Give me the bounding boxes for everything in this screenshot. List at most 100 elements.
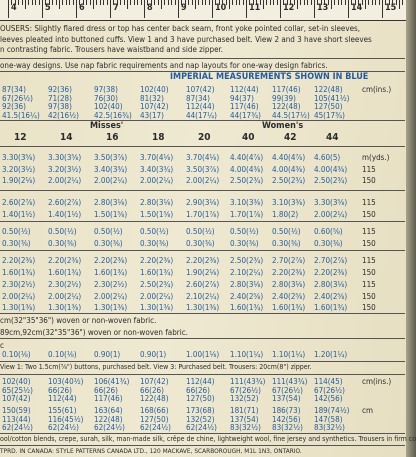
- interfacing-yardage-cell: 1.10(1¼): [230, 350, 264, 359]
- ruler-tick: [388, 0, 390, 5]
- fabric-yardage-cell: 2.20(2⅜): [186, 256, 220, 265]
- ruler-tick: [208, 0, 210, 5]
- fabric-yardage-cell: 0.50(½): [186, 227, 215, 236]
- finished-measurement-cell: 62(24½): [48, 423, 79, 432]
- fabric-yardage-unit: 115: [362, 227, 376, 236]
- finished-measurement-cell: 116(45½): [48, 414, 84, 424]
- rule-line: [0, 250, 405, 251]
- finished-measurement-cell: 66(26): [140, 385, 164, 395]
- ruler-tick: [76, 0, 77, 18]
- description-line: n contrasting fabric. Trousers have wais…: [0, 45, 224, 54]
- fabric-yardage-cell: 0.50(½): [230, 227, 259, 236]
- body-measurement-cell: 102(40): [140, 85, 169, 94]
- ruler-tick: [212, 0, 213, 18]
- size-header: 42: [284, 132, 297, 143]
- interfacing-label: c: [0, 341, 4, 350]
- interfacing-yardage-cell: 0.10(⅛): [2, 350, 31, 359]
- fabric-yardage-cell: 0.30(⅜): [314, 239, 343, 248]
- fabric-yardage-cell: 3.70(4⅛): [186, 153, 220, 162]
- fabric-yardage-cell: 0.50(½): [94, 227, 123, 236]
- fabric-yardage-cell: 1.60(1¾): [48, 268, 82, 277]
- fabric-yardage-cell: 0.30(⅜): [230, 239, 259, 248]
- finished-measurement-cell: 83(32½): [272, 423, 303, 432]
- size-header: 14: [60, 132, 73, 143]
- fabric-yardage-cell: 2.60(2⅞): [186, 280, 220, 289]
- fabric-yardage-cell: 1.50(1⅝): [140, 210, 174, 219]
- ruler-number: 4: [11, 3, 17, 13]
- body-measurement-cell: 87(34): [2, 85, 26, 94]
- rule-line: [0, 374, 405, 375]
- ruler-tick: [371, 0, 373, 5]
- fabric-yardage-cell: 3.30(3⅝): [2, 153, 36, 162]
- finished-measurement-cell: 113(44): [2, 414, 31, 424]
- fabric-yardage-cell: 2.00(2¼): [94, 176, 128, 185]
- interfacing-yardage-cell: 0.90(1): [94, 350, 121, 359]
- notions: View 1: Two 1.5cm(⅝") buttons, purchased…: [0, 363, 312, 371]
- ruler-tick: [35, 0, 37, 5]
- finished-measurement-cell: 67(26½): [230, 385, 261, 395]
- size-header: 16: [106, 132, 119, 143]
- fabric-yardage-cell: 2.10(2¼): [230, 268, 264, 277]
- size-header: 40: [242, 132, 255, 143]
- fabric-yardage-cell: 1.90(2⅛): [2, 176, 36, 185]
- fabric-yardage-cell: 2.90(3⅛): [186, 198, 220, 207]
- fabric-yardage-cell: 2.00(2¼): [94, 292, 128, 301]
- ruler-tick: [361, 0, 363, 5]
- fabric-yardage-cell: 2.40(2⅝): [230, 292, 264, 301]
- envelope-edge: [406, 0, 416, 457]
- ruler-tick: [144, 0, 145, 18]
- ruler-tick: [96, 0, 98, 5]
- finished-measurement-cell: 112(44): [186, 377, 215, 386]
- fabric-yardage-cell: 1.40(1½): [48, 210, 82, 219]
- ruler-tick: [154, 0, 156, 5]
- ruler-number: 12: [283, 3, 295, 13]
- ruler-tick: [314, 0, 315, 18]
- finished-measurement-cell: 112(44): [48, 394, 77, 403]
- interfacing-yardage-cell: 1.20(1¼): [314, 350, 348, 359]
- body-measurement-cell: 127(50): [314, 102, 343, 111]
- ruler-tick: [235, 0, 237, 5]
- finished-measurement-unit: cm: [362, 406, 373, 415]
- fabric-yardage-cell: 4.00(4⅜): [314, 165, 348, 174]
- fabric-yardage-cell: 3.10(3⅜): [230, 198, 264, 207]
- fabric-yardage-unit: 115: [362, 198, 376, 207]
- fabric-yardage-cell: 2.70(2⅞): [314, 256, 348, 265]
- ruler-tick: [252, 0, 254, 5]
- body-measurement-cell: 44.5(17½): [272, 110, 310, 120]
- ruler-tick: [344, 0, 346, 5]
- ruler-tick: [327, 0, 329, 5]
- fabric-yardage-unit: 150: [362, 176, 376, 185]
- fabric-yardage-cell: 1.40(1½): [2, 210, 36, 219]
- finished-measurement-cell: 83(32½): [314, 423, 345, 432]
- ruler-tick: [157, 0, 159, 5]
- body-measurement-cell: 42.5(16¾): [94, 110, 132, 120]
- body-measurement-cell: 44(17¾): [230, 110, 261, 120]
- fabric-yardage-cell: 2.30(2½): [2, 280, 36, 289]
- ruler-tick: [150, 0, 152, 5]
- body-measurement-cell: 107(42): [140, 102, 169, 111]
- fabric-yardage-cell: 0.50(½): [272, 227, 301, 236]
- fabric-yardage-cell: 1.30(1⅜): [94, 303, 128, 312]
- ruler-tick: [31, 0, 33, 5]
- ruler-tick: [79, 0, 81, 5]
- fabric-yardage-cell: 3.50(3⅞): [186, 165, 220, 174]
- body-measurement-cell: 44(17¼): [186, 110, 217, 120]
- finished-measurement-cell: 147(58): [314, 414, 343, 424]
- finished-measurement-cell: 103(40½): [48, 377, 84, 386]
- body-measurement-cell: 105(41½): [314, 93, 350, 103]
- ruler-tick: [303, 0, 305, 5]
- body-measurement-cell: 97(38): [94, 85, 118, 94]
- ruler-tick: [45, 0, 47, 5]
- fabric-yardage-cell: 0.50(½): [48, 227, 77, 236]
- ruler-tick: [354, 0, 356, 5]
- fabric-yardage-cell: 2.80(3⅛): [140, 198, 174, 207]
- rule-line: [0, 120, 405, 121]
- ruler-tick: [382, 0, 383, 18]
- fabric-yardage-cell: 3.40(3¾): [140, 165, 174, 174]
- ruler-tick: [395, 0, 397, 5]
- fabric-yardage-cell: 2.40(2⅝): [272, 292, 306, 301]
- ruler-tick: [246, 0, 247, 18]
- ruler-tick: [21, 0, 23, 5]
- ruler-tick: [171, 0, 173, 5]
